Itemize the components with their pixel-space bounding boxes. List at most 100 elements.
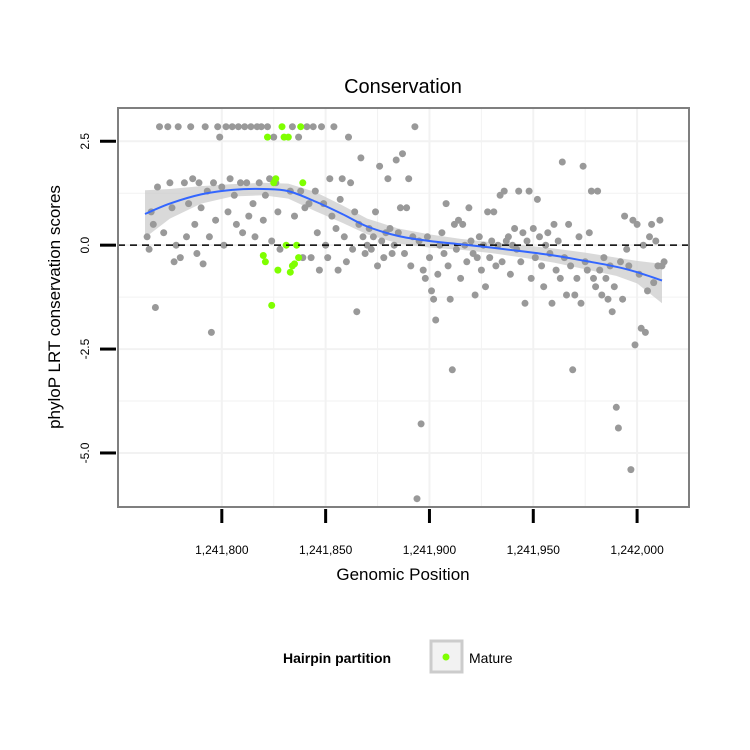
point-other (197, 204, 205, 212)
point-other (291, 212, 298, 220)
point-other (432, 316, 440, 324)
point-other (380, 254, 388, 262)
x-tick-label: 1,241,950 (507, 543, 561, 557)
point-other (143, 233, 151, 241)
point-other (207, 328, 215, 336)
y-tick-label: -2.5 (78, 338, 92, 359)
point-other (309, 123, 317, 131)
point-other (430, 295, 438, 303)
point-other (307, 254, 315, 262)
point-other (369, 233, 377, 241)
point-other (394, 229, 402, 237)
point-other (205, 233, 213, 241)
point-mature (291, 260, 298, 268)
point-other (552, 266, 560, 274)
point-other (237, 179, 244, 187)
point-other (276, 245, 284, 253)
point-other (583, 266, 591, 274)
x-tick-label: 1,241,850 (299, 543, 353, 557)
x-tick-label: 1,241,800 (195, 543, 249, 557)
point-other (426, 254, 433, 262)
point-other (295, 133, 303, 141)
point-other (170, 258, 178, 266)
point-other (473, 254, 481, 262)
point-other (251, 233, 259, 241)
point-other (180, 179, 188, 187)
point-other (434, 270, 442, 278)
point-other (399, 150, 406, 158)
point-other (608, 308, 616, 316)
axis-layer: 1,241,800 1,241,850 1,241,900 1,241,950 1,24… (78, 133, 664, 557)
point-other (442, 200, 450, 208)
point-other (625, 262, 633, 270)
point-other (465, 204, 473, 212)
point-other (176, 254, 184, 262)
point-other (556, 274, 564, 282)
point-other (494, 241, 502, 249)
point-other (484, 208, 492, 216)
point-other (189, 175, 197, 183)
point-other (332, 225, 340, 232)
point-other (563, 291, 570, 299)
point-other (569, 366, 577, 374)
point-other (326, 175, 334, 183)
point-other (540, 283, 548, 291)
point-other (340, 233, 348, 241)
point-other (288, 123, 296, 131)
point-other (527, 274, 535, 282)
x-tick-label: 1,242,000 (610, 543, 664, 557)
point-other (428, 287, 435, 295)
point-other (212, 216, 220, 224)
point-other (631, 341, 639, 349)
point-other (448, 366, 456, 374)
point-other (515, 187, 523, 195)
y-axis-label: phyloP LRT conservation scores (45, 185, 64, 429)
point-other (166, 179, 174, 187)
point-other (523, 237, 531, 245)
legend-title: Hairpin partition (283, 650, 391, 666)
point-other (457, 274, 465, 282)
point-other (249, 200, 257, 208)
point-mature (261, 258, 269, 266)
y-tick-label: -5.0 (78, 442, 92, 463)
point-other (498, 258, 506, 266)
point-other (359, 233, 367, 241)
point-other (436, 241, 444, 249)
point-other (521, 299, 529, 307)
y-tick-label: 0.0 (78, 236, 92, 253)
point-other (349, 245, 357, 253)
point-other (216, 133, 224, 141)
point-other (423, 233, 431, 241)
point-other (297, 187, 305, 195)
point-other (191, 220, 199, 228)
point-other (183, 233, 190, 241)
smooth-fit-line (144, 187, 663, 282)
point-other (413, 495, 421, 503)
point-other (334, 266, 342, 274)
point-other (612, 403, 620, 411)
point-other (401, 250, 408, 257)
point-other (372, 208, 379, 216)
point-other (353, 308, 361, 316)
point-other (149, 220, 157, 228)
point-other (318, 123, 325, 131)
point-other (245, 212, 253, 220)
point-other (656, 216, 664, 224)
point-other (598, 291, 606, 299)
point-other (641, 328, 649, 336)
point-other (604, 295, 612, 303)
point-mature (297, 123, 305, 131)
point-other (650, 279, 658, 287)
point-other (396, 204, 404, 212)
point-other (438, 229, 446, 237)
point-other (573, 274, 581, 282)
point-other (419, 266, 427, 274)
point-other (492, 262, 500, 270)
point-other (367, 245, 375, 253)
point-mature (293, 241, 301, 249)
legend-key-mature (442, 653, 450, 661)
point-other (614, 424, 622, 432)
point-other (324, 254, 332, 262)
